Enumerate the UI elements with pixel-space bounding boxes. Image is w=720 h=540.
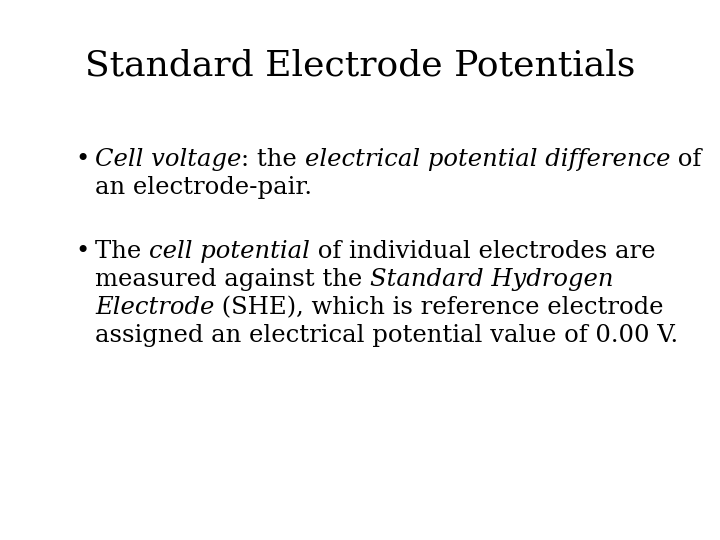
Text: The: The (95, 240, 149, 263)
Text: •: • (75, 148, 89, 171)
Text: Standard Hydrogen: Standard Hydrogen (370, 268, 613, 291)
Text: : the: : the (241, 148, 305, 171)
Text: of: of (670, 148, 701, 171)
Text: Electrode: Electrode (95, 296, 215, 319)
Text: an electrode-pair.: an electrode-pair. (95, 176, 312, 199)
Text: assigned an electrical potential value of 0.00 V.: assigned an electrical potential value o… (95, 324, 678, 347)
Text: of individual electrodes are: of individual electrodes are (310, 240, 655, 263)
Text: Standard Electrode Potentials: Standard Electrode Potentials (85, 48, 635, 82)
Text: electrical potential difference: electrical potential difference (305, 148, 670, 171)
Text: Cell voltage: Cell voltage (95, 148, 241, 171)
Text: (SHE), which is reference electrode: (SHE), which is reference electrode (215, 296, 664, 319)
Text: •: • (75, 240, 89, 263)
Text: cell potential: cell potential (149, 240, 310, 263)
Text: measured against the: measured against the (95, 268, 370, 291)
